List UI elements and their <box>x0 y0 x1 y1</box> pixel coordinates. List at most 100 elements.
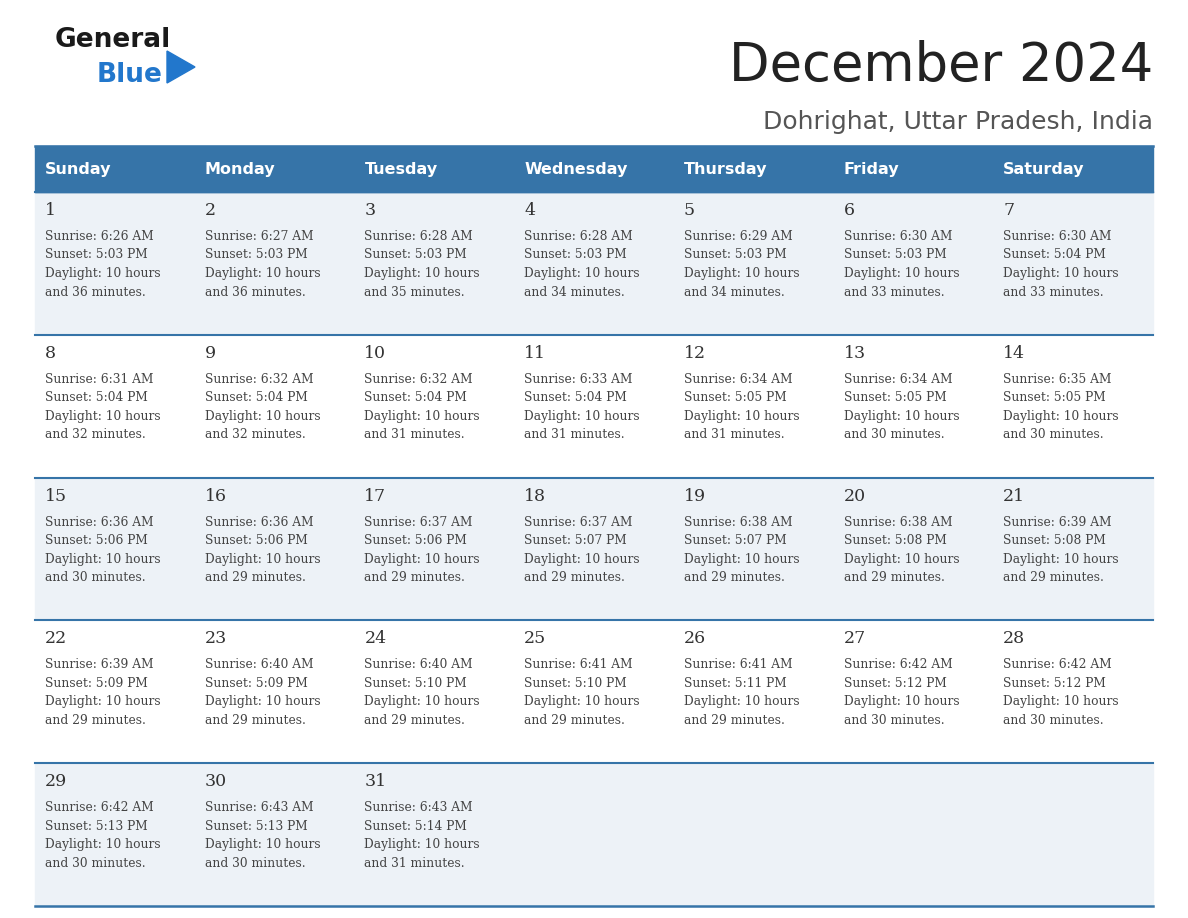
Text: Daylight: 10 hours: Daylight: 10 hours <box>204 553 321 565</box>
Text: Sunset: 5:13 PM: Sunset: 5:13 PM <box>45 820 147 833</box>
Text: Daylight: 10 hours: Daylight: 10 hours <box>684 696 800 709</box>
Text: 10: 10 <box>365 345 386 362</box>
Text: Sunset: 5:12 PM: Sunset: 5:12 PM <box>843 677 947 690</box>
Text: Sunday: Sunday <box>45 162 112 176</box>
Text: Daylight: 10 hours: Daylight: 10 hours <box>365 267 480 280</box>
Text: Sunset: 5:09 PM: Sunset: 5:09 PM <box>45 677 147 690</box>
Text: 21: 21 <box>1004 487 1025 505</box>
Text: Daylight: 10 hours: Daylight: 10 hours <box>45 696 160 709</box>
Text: Wednesday: Wednesday <box>524 162 627 176</box>
Text: Sunrise: 6:41 AM: Sunrise: 6:41 AM <box>524 658 633 671</box>
Text: 2: 2 <box>204 202 216 219</box>
Text: Blue: Blue <box>97 62 163 88</box>
Text: and 29 minutes.: and 29 minutes. <box>365 571 466 584</box>
Text: and 32 minutes.: and 32 minutes. <box>45 429 146 442</box>
Bar <box>34 335 1154 477</box>
Text: 22: 22 <box>45 631 68 647</box>
Text: 15: 15 <box>45 487 68 505</box>
Text: Daylight: 10 hours: Daylight: 10 hours <box>45 267 160 280</box>
Text: 8: 8 <box>45 345 56 362</box>
Text: Monday: Monday <box>204 162 276 176</box>
Text: Daylight: 10 hours: Daylight: 10 hours <box>684 409 800 423</box>
Text: and 31 minutes.: and 31 minutes. <box>365 856 465 869</box>
Text: and 33 minutes.: and 33 minutes. <box>1004 285 1104 298</box>
Text: Daylight: 10 hours: Daylight: 10 hours <box>204 409 321 423</box>
Text: and 30 minutes.: and 30 minutes. <box>1004 714 1104 727</box>
Text: Sunset: 5:03 PM: Sunset: 5:03 PM <box>204 249 308 262</box>
Text: and 29 minutes.: and 29 minutes. <box>524 571 625 584</box>
Text: Sunrise: 6:41 AM: Sunrise: 6:41 AM <box>684 658 792 671</box>
Text: Sunrise: 6:34 AM: Sunrise: 6:34 AM <box>684 373 792 386</box>
Text: 12: 12 <box>684 345 706 362</box>
Text: and 31 minutes.: and 31 minutes. <box>524 429 625 442</box>
Text: and 36 minutes.: and 36 minutes. <box>204 285 305 298</box>
Text: Daylight: 10 hours: Daylight: 10 hours <box>524 267 640 280</box>
Text: Sunset: 5:03 PM: Sunset: 5:03 PM <box>365 249 467 262</box>
Text: 25: 25 <box>524 631 546 647</box>
Text: Sunrise: 6:37 AM: Sunrise: 6:37 AM <box>524 516 633 529</box>
Text: and 29 minutes.: and 29 minutes. <box>204 714 305 727</box>
Text: and 30 minutes.: and 30 minutes. <box>45 571 146 584</box>
Text: Sunset: 5:07 PM: Sunset: 5:07 PM <box>684 534 786 547</box>
Text: Sunset: 5:14 PM: Sunset: 5:14 PM <box>365 820 467 833</box>
Text: Daylight: 10 hours: Daylight: 10 hours <box>843 696 959 709</box>
Text: Sunset: 5:08 PM: Sunset: 5:08 PM <box>1004 534 1106 547</box>
Text: Sunset: 5:04 PM: Sunset: 5:04 PM <box>524 391 627 404</box>
Text: and 33 minutes.: and 33 minutes. <box>843 285 944 298</box>
Text: Tuesday: Tuesday <box>365 162 437 176</box>
Text: Sunset: 5:04 PM: Sunset: 5:04 PM <box>365 391 467 404</box>
Text: Sunset: 5:10 PM: Sunset: 5:10 PM <box>365 677 467 690</box>
Text: Daylight: 10 hours: Daylight: 10 hours <box>684 553 800 565</box>
Text: 7: 7 <box>1004 202 1015 219</box>
Text: Sunset: 5:13 PM: Sunset: 5:13 PM <box>204 820 308 833</box>
Bar <box>34 192 1154 335</box>
Text: 27: 27 <box>843 631 866 647</box>
Text: Sunrise: 6:32 AM: Sunrise: 6:32 AM <box>365 373 473 386</box>
Text: 13: 13 <box>843 345 866 362</box>
Text: Friday: Friday <box>843 162 899 176</box>
Text: and 36 minutes.: and 36 minutes. <box>45 285 146 298</box>
Text: Sunrise: 6:36 AM: Sunrise: 6:36 AM <box>204 516 314 529</box>
Text: Sunrise: 6:32 AM: Sunrise: 6:32 AM <box>204 373 314 386</box>
Text: 16: 16 <box>204 487 227 505</box>
Text: and 31 minutes.: and 31 minutes. <box>684 429 784 442</box>
Text: and 34 minutes.: and 34 minutes. <box>684 285 784 298</box>
Text: Daylight: 10 hours: Daylight: 10 hours <box>524 553 640 565</box>
Text: Sunset: 5:05 PM: Sunset: 5:05 PM <box>843 391 947 404</box>
Text: Daylight: 10 hours: Daylight: 10 hours <box>1004 267 1119 280</box>
Text: Sunrise: 6:31 AM: Sunrise: 6:31 AM <box>45 373 153 386</box>
Text: Sunrise: 6:28 AM: Sunrise: 6:28 AM <box>365 230 473 243</box>
Text: and 29 minutes.: and 29 minutes. <box>365 714 466 727</box>
Text: Sunset: 5:12 PM: Sunset: 5:12 PM <box>1004 677 1106 690</box>
Text: Sunrise: 6:42 AM: Sunrise: 6:42 AM <box>843 658 953 671</box>
Text: Sunset: 5:06 PM: Sunset: 5:06 PM <box>204 534 308 547</box>
Text: Sunrise: 6:40 AM: Sunrise: 6:40 AM <box>365 658 473 671</box>
Bar <box>34 477 1154 621</box>
Text: 17: 17 <box>365 487 386 505</box>
Text: and 29 minutes.: and 29 minutes. <box>843 571 944 584</box>
Text: Dohrighat, Uttar Pradesh, India: Dohrighat, Uttar Pradesh, India <box>763 110 1154 134</box>
Text: Sunset: 5:03 PM: Sunset: 5:03 PM <box>524 249 627 262</box>
Text: Sunrise: 6:29 AM: Sunrise: 6:29 AM <box>684 230 792 243</box>
Text: Sunset: 5:05 PM: Sunset: 5:05 PM <box>684 391 786 404</box>
Text: and 29 minutes.: and 29 minutes. <box>524 714 625 727</box>
Text: Daylight: 10 hours: Daylight: 10 hours <box>1004 553 1119 565</box>
Text: 1: 1 <box>45 202 56 219</box>
Text: General: General <box>55 27 171 53</box>
Text: Sunset: 5:05 PM: Sunset: 5:05 PM <box>1004 391 1106 404</box>
Text: Daylight: 10 hours: Daylight: 10 hours <box>204 696 321 709</box>
Text: Daylight: 10 hours: Daylight: 10 hours <box>365 553 480 565</box>
Text: Daylight: 10 hours: Daylight: 10 hours <box>365 409 480 423</box>
Text: Sunset: 5:04 PM: Sunset: 5:04 PM <box>1004 249 1106 262</box>
Text: Daylight: 10 hours: Daylight: 10 hours <box>45 553 160 565</box>
Text: and 30 minutes.: and 30 minutes. <box>843 429 944 442</box>
Text: Sunrise: 6:42 AM: Sunrise: 6:42 AM <box>45 801 153 814</box>
Text: and 29 minutes.: and 29 minutes. <box>684 714 785 727</box>
Text: and 29 minutes.: and 29 minutes. <box>204 571 305 584</box>
Text: 5: 5 <box>684 202 695 219</box>
Text: Sunset: 5:03 PM: Sunset: 5:03 PM <box>843 249 947 262</box>
Text: 29: 29 <box>45 773 68 790</box>
Text: Sunset: 5:06 PM: Sunset: 5:06 PM <box>45 534 147 547</box>
Text: Sunrise: 6:27 AM: Sunrise: 6:27 AM <box>204 230 314 243</box>
Text: Sunset: 5:07 PM: Sunset: 5:07 PM <box>524 534 627 547</box>
